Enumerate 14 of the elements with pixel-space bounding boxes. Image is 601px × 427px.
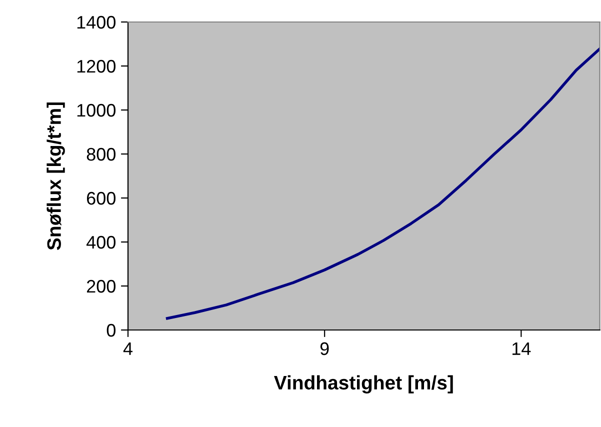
line-series bbox=[166, 47, 600, 320]
y-tick-label: 1400 bbox=[77, 16, 116, 29]
y-axis-title: Snøflux [kg/t*m] bbox=[46, 102, 65, 250]
y-tick-label: 1000 bbox=[77, 104, 116, 117]
x-tick-label: 4 bbox=[123, 342, 132, 355]
y-tick-label: 600 bbox=[86, 192, 116, 205]
x-tick-label: 9 bbox=[320, 342, 329, 356]
y-tick-label: 0 bbox=[106, 324, 116, 337]
y-tick-label: 1200 bbox=[77, 60, 116, 73]
y-tick-label: 200 bbox=[86, 280, 116, 293]
y-tick-label: 400 bbox=[86, 236, 116, 249]
x-tick-label: 14 bbox=[512, 342, 531, 355]
y-tick-label: 800 bbox=[86, 148, 116, 161]
x-axis-title: Vindhastighet [m/s] bbox=[274, 375, 453, 394]
